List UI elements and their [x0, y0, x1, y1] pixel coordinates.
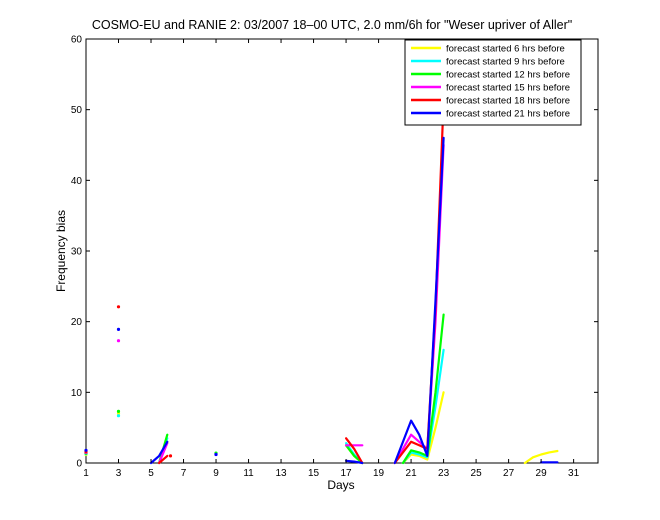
- x-tick-label: 1: [83, 468, 89, 479]
- legend: forecast started 6 hrs before forecast st…: [404, 39, 582, 126]
- x-tick-label: 3: [116, 468, 122, 479]
- series-5-line-2: [345, 437, 364, 465]
- series-5-line-1: [158, 454, 169, 465]
- series-5-point-2: [116, 305, 121, 309]
- x-tick-label: 9: [213, 468, 219, 479]
- series-6-line-1: [149, 440, 169, 465]
- legend-entry-1: forecast started 6 hrs before: [411, 44, 565, 55]
- y-tick-label: 0: [76, 459, 82, 470]
- series-6-point-1: [84, 448, 88, 452]
- chart-title: COSMO-EU and RANIE 2: 03/2007 18–00 UTC,…: [92, 18, 572, 32]
- x-tick-label: 29: [536, 468, 548, 479]
- series-1-line-4: [523, 449, 559, 465]
- series-4-line-1: [158, 442, 169, 465]
- legend-entry-6: forecast started 21 hrs before: [411, 109, 570, 120]
- x-tick-label: 7: [181, 468, 187, 479]
- legend-label: forecast started 15 hrs before: [446, 83, 570, 94]
- y-tick-label: 10: [71, 388, 83, 399]
- x-tick-label: 17: [341, 468, 353, 479]
- legend-entry-3: forecast started 12 hrs before: [411, 70, 570, 81]
- series-5-point-3: [168, 454, 173, 458]
- x-tick-label: 27: [503, 468, 515, 479]
- series-6-line-2: [345, 459, 364, 465]
- series-3-line-3: [401, 313, 445, 465]
- y-tick-label: 50: [71, 105, 83, 116]
- x-tick-label: 13: [275, 468, 287, 479]
- legend-label: forecast started 18 hrs before: [446, 96, 570, 107]
- series-3-point-2: [116, 409, 121, 413]
- series-6-line-3: [393, 136, 445, 465]
- x-tick-label: 5: [148, 468, 154, 479]
- legend-label: forecast started 12 hrs before: [446, 70, 570, 81]
- series-6-point-3: [214, 452, 218, 457]
- y-tick-label: 30: [71, 247, 83, 258]
- series-6-point-2: [116, 327, 121, 331]
- series-layer: [84, 99, 559, 465]
- x-tick-label: 31: [568, 468, 580, 479]
- legend-box: [404, 39, 582, 126]
- legend-entry-5: forecast started 18 hrs before: [411, 96, 570, 107]
- x-tick-label: 21: [406, 468, 418, 479]
- x-tick-label: 25: [471, 468, 483, 479]
- x-tick-label: 15: [308, 468, 320, 479]
- x-tick-label: 11: [243, 468, 254, 479]
- legend-label: forecast started 21 hrs before: [446, 109, 570, 120]
- legend-label: forecast started 9 hrs before: [446, 57, 565, 68]
- x-axis-label: Days: [327, 478, 354, 492]
- legend-label: forecast started 6 hrs before: [446, 44, 565, 55]
- y-tick-label: 40: [71, 176, 83, 187]
- y-tick-label: 60: [71, 35, 83, 46]
- legend-entry-2: forecast started 9 hrs before: [411, 57, 565, 68]
- legend-entry-4: forecast started 15 hrs before: [411, 83, 570, 94]
- y-tick-label: 20: [71, 317, 83, 328]
- x-tick-label: 23: [438, 468, 450, 479]
- series-4-point-2: [116, 339, 121, 343]
- series-6: [84, 136, 559, 465]
- series-2-point-2: [116, 414, 121, 418]
- series-3-line-2: [345, 444, 364, 465]
- x-tick-label: 19: [373, 468, 385, 479]
- y-axis-label: Frequency bias: [54, 210, 68, 292]
